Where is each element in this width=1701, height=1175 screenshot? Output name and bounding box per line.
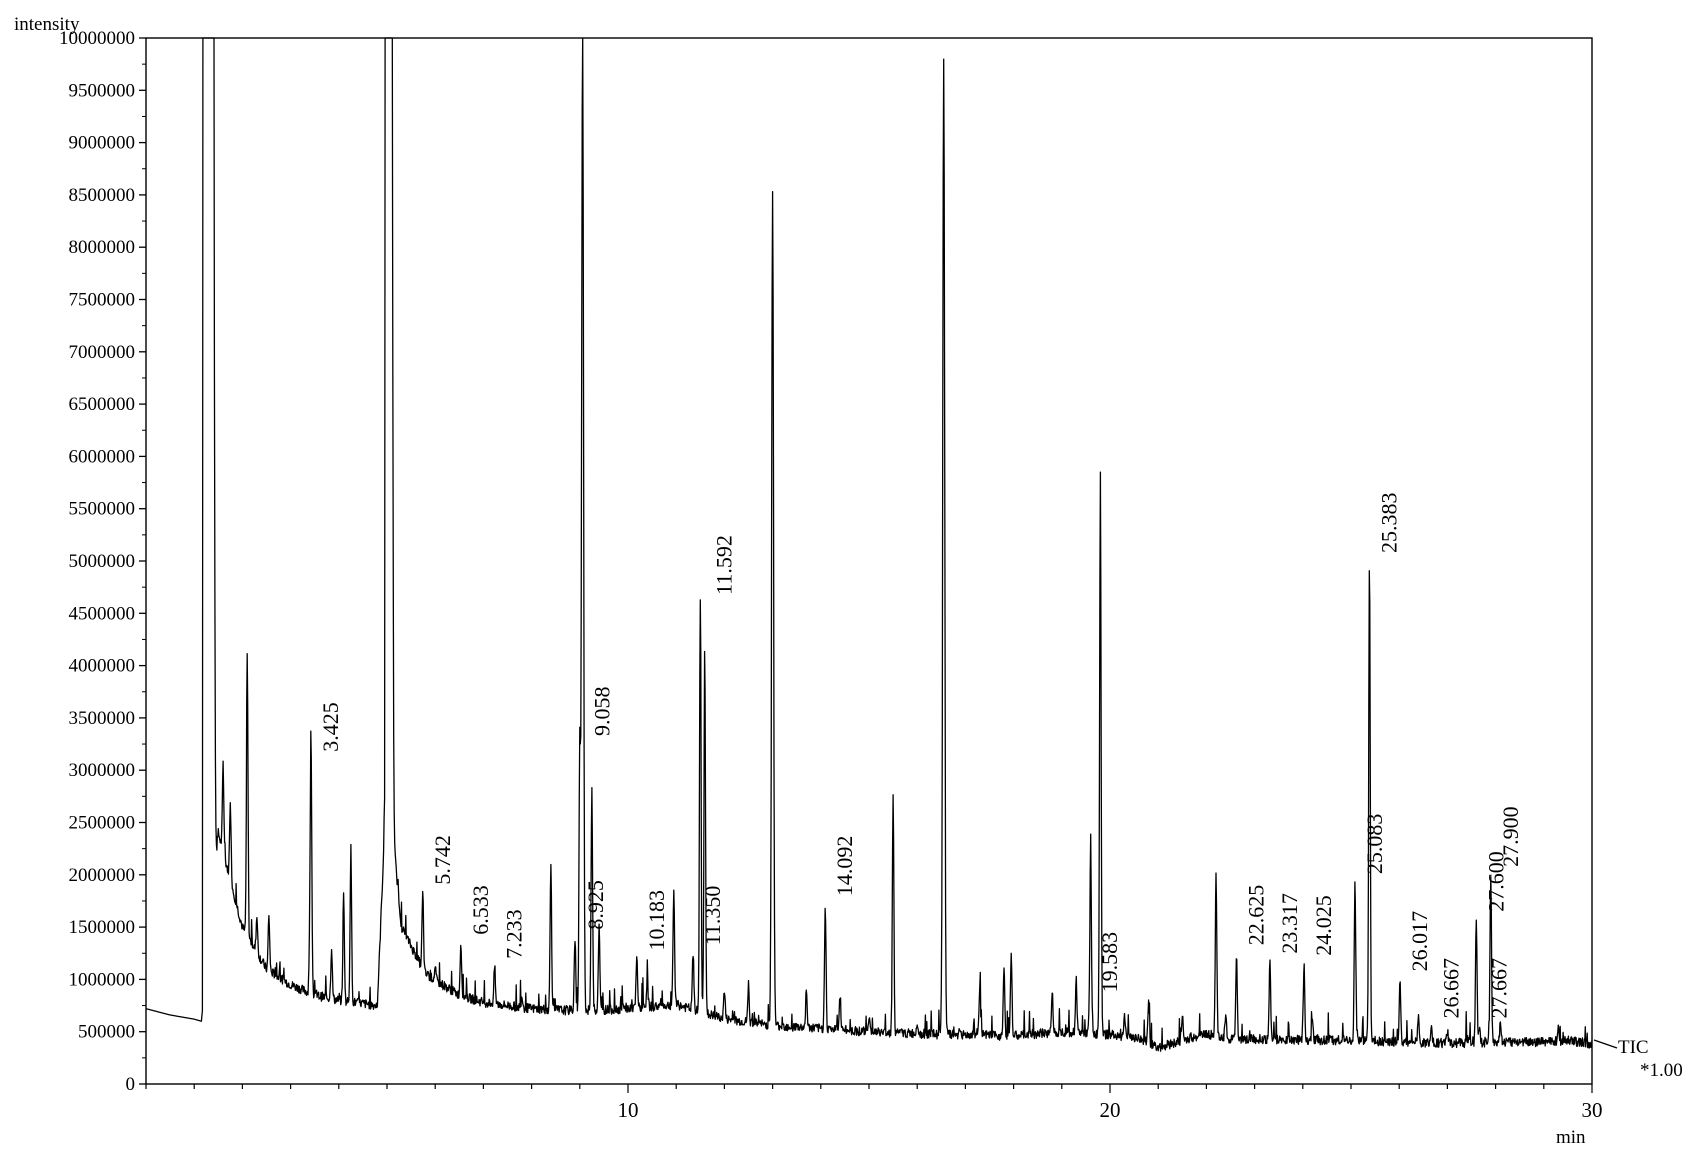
- y-tick-label: 3500000: [69, 708, 136, 729]
- y-tick-label: 4000000: [69, 656, 136, 677]
- peak-label: 5.742: [430, 835, 455, 885]
- y-tick-label: 10000000: [59, 28, 135, 49]
- plot-border: [145, 37, 1593, 1085]
- peak-label: 11.592: [712, 535, 737, 595]
- peak-label: 26.667: [1438, 958, 1463, 1019]
- x-tick-label: 10: [618, 1098, 639, 1122]
- peak-label: 27.667: [1487, 958, 1512, 1019]
- peak-label: 26.017: [1407, 911, 1432, 972]
- y-tick-label: 0: [126, 1074, 136, 1095]
- peak-label: 14.092: [832, 836, 857, 897]
- y-tick-label: 8500000: [69, 185, 136, 206]
- plot-frame: [145, 37, 1593, 1085]
- peak-label: 23.317: [1277, 893, 1302, 954]
- y-tick-label: 3000000: [69, 760, 136, 781]
- peak-label: 3.425: [318, 702, 343, 752]
- y-tick-label: 7500000: [69, 290, 136, 311]
- peak-label: 25.383: [1376, 493, 1401, 554]
- peak-label: 22.625: [1244, 885, 1269, 946]
- tic-series-line: [145, 37, 1593, 1052]
- series-scale-label: *1.00: [1640, 1060, 1683, 1081]
- y-tick-label: 8000000: [69, 237, 136, 258]
- y-tick-label: 2000000: [69, 865, 136, 886]
- y-tick-label: 500000: [78, 1022, 135, 1043]
- y-tick-label: 4500000: [69, 603, 136, 624]
- peak-label: 27.600: [1483, 851, 1508, 912]
- y-tick-label: 5500000: [69, 499, 136, 520]
- peak-label: 25.083: [1362, 814, 1387, 875]
- series-name-label: TIC: [1618, 1037, 1649, 1058]
- peak-label: 9.058: [590, 687, 615, 737]
- y-tick-label: 1500000: [69, 917, 136, 938]
- y-tick-label: 2500000: [69, 813, 136, 834]
- x-axis-label: min: [1556, 1127, 1586, 1148]
- x-tick-label: 20: [1100, 1098, 1121, 1122]
- x-axis: 10 20 30: [145, 1084, 1603, 1122]
- y-axis: 0 500000 1000000 1500000 2000000 2500000 30000…: [59, 28, 146, 1095]
- peak-label: 27.900: [1498, 806, 1523, 867]
- y-tick-label: 7000000: [69, 342, 136, 363]
- peak-labels: 3.425 5.742 6.533 7.233 8.925 9.058 10.183 11.3…: [318, 493, 1523, 1019]
- tic-trace: [145, 37, 1593, 1052]
- peak-label: 10.183: [644, 890, 669, 951]
- y-tick-label: 9000000: [69, 133, 136, 154]
- peak-label: 8.925: [583, 880, 608, 930]
- peak-label: 7.233: [502, 909, 527, 959]
- peak-label: 6.533: [468, 885, 493, 935]
- peak-label: 11.350: [700, 886, 725, 946]
- peak-label: 24.025: [1311, 895, 1336, 956]
- y-tick-label: 6000000: [69, 446, 136, 467]
- y-tick-label: 6500000: [69, 394, 136, 415]
- x-tick-label: 30: [1582, 1098, 1603, 1122]
- series-leader-line: [1593, 1039, 1618, 1049]
- y-tick-label: 1000000: [69, 969, 136, 990]
- y-tick-label: 9500000: [69, 80, 136, 101]
- y-tick-label: 5000000: [69, 551, 136, 572]
- peak-label: 19.583: [1097, 932, 1122, 993]
- y-axis-label: intensity: [14, 14, 80, 35]
